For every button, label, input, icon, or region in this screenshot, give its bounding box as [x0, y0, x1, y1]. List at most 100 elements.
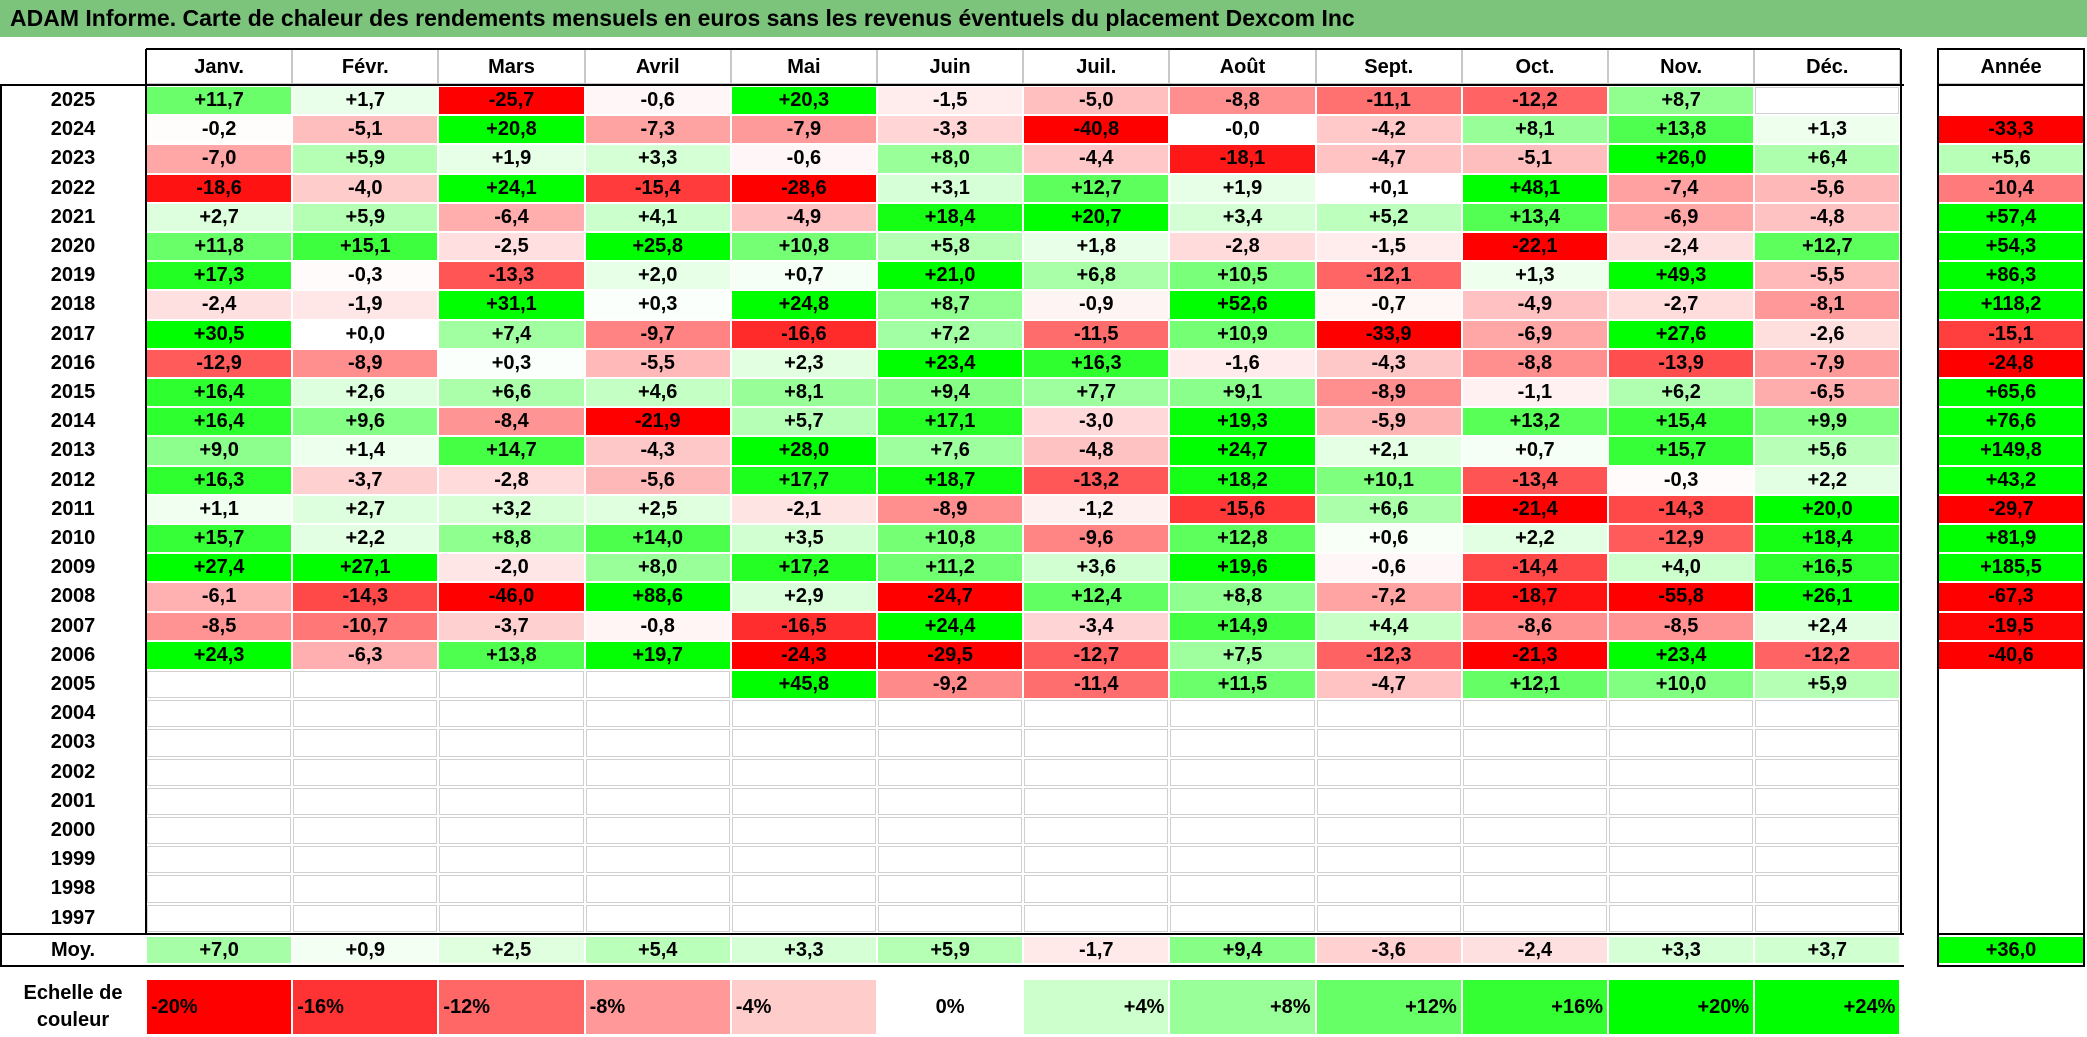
- heatmap-cell: +2,4: [1755, 612, 1900, 640]
- heatmap-cell: -21,3: [1462, 641, 1607, 669]
- month-header: Déc.: [1754, 49, 1901, 84]
- heatmap-cell: -12,2: [1462, 87, 1607, 115]
- heatmap-cell: -14,3: [1609, 495, 1754, 523]
- heatmap-cell: +6,8: [1024, 262, 1169, 290]
- heatmap-cell: +7,2: [878, 320, 1023, 348]
- heatmap-cell: +1,4: [293, 437, 438, 465]
- year-label: 2004: [50, 702, 96, 725]
- heatmap-cell: +16,5: [1755, 554, 1900, 582]
- annual-cell: +149,8: [1939, 437, 2083, 465]
- year-label: 2007: [50, 614, 96, 637]
- heatmap-cell: -3,7: [293, 466, 438, 494]
- month-header: Mai: [730, 49, 877, 84]
- heatmap-cell: +4,1: [585, 203, 730, 231]
- heatmap-cell: +8,1: [1462, 116, 1607, 144]
- heatmap-cell: +0,1: [1316, 174, 1461, 202]
- heatmap-cell: +5,8: [878, 233, 1023, 261]
- heatmap-cell: -1,2: [1024, 495, 1169, 523]
- annual-cell: -24,8: [1939, 349, 2083, 377]
- annual-cell: +118,2: [1939, 291, 2083, 319]
- heatmap-cell: +13,8: [439, 641, 584, 669]
- heatmap-cell: -6,1: [147, 583, 292, 611]
- heatmap-cell: -0,6: [731, 145, 876, 173]
- month-header: Oct.: [1461, 49, 1608, 84]
- heatmap-cell: -0,9: [1024, 291, 1169, 319]
- heatmap-cell: -6,5: [1755, 379, 1900, 407]
- heatmap-cell: +18,7: [878, 466, 1023, 494]
- heatmap-cell: +3,1: [878, 174, 1023, 202]
- heatmap-cell: [1024, 787, 1169, 815]
- color-scale-swatch: -8%: [585, 980, 730, 1034]
- heatmap-cell: [439, 671, 584, 699]
- heatmap-cell: +0,7: [731, 262, 876, 290]
- heatmap-cell: -2,0: [439, 554, 584, 582]
- year-label: 2005: [50, 673, 96, 695]
- annual-cell: -67,3: [1939, 583, 2083, 611]
- heatmap-cell: [1316, 729, 1461, 757]
- grid-frame-top: [0, 84, 1904, 86]
- heatmap-cell: [731, 700, 876, 728]
- color-scale-label: Echelle de couleur: [23, 982, 123, 1031]
- heatmap-cell: [1316, 758, 1461, 786]
- heatmap-cell: [1170, 846, 1315, 874]
- heatmap-cell: [585, 846, 730, 874]
- heatmap-cell: -0,6: [1316, 554, 1461, 582]
- heatmap-cell: +30,5: [147, 320, 292, 348]
- heatmap-cell: +88,6: [585, 583, 730, 611]
- heatmap-cell: [878, 758, 1023, 786]
- heatmap-cell: [1609, 904, 1754, 932]
- heatmap-cell: [439, 846, 584, 874]
- annual-cell: +65,6: [1939, 379, 2083, 407]
- heatmap-cell: [585, 875, 730, 903]
- heatmap-cell: +1,9: [439, 145, 584, 173]
- heatmap-cell: -12,7: [1024, 641, 1169, 669]
- heatmap-cell: -5,1: [1462, 145, 1607, 173]
- heatmap-cell: +13,4: [1462, 203, 1607, 231]
- heatmap-cell: -9,2: [878, 671, 1023, 699]
- heatmap-cell: +5,9: [293, 203, 438, 231]
- heatmap-cell: +1,7: [293, 87, 438, 115]
- heatmap-cell: [1755, 87, 1900, 115]
- heatmap-cell: +20,0: [1755, 495, 1900, 523]
- heatmap-cell: [1609, 787, 1754, 815]
- heatmap-cell: [878, 700, 1023, 728]
- heatmap-cell: -16,6: [731, 320, 876, 348]
- heatmap-cell: -8,8: [1170, 87, 1315, 115]
- heatmap-cell: [878, 729, 1023, 757]
- heatmap-cell: [147, 904, 292, 932]
- heatmap-cell: [1462, 875, 1607, 903]
- heatmap-cell: +20,3: [731, 87, 876, 115]
- color-scale-swatch: +16%: [1462, 980, 1607, 1034]
- heatmap-cell: [293, 846, 438, 874]
- heatmap-cell: -3,0: [1024, 408, 1169, 436]
- heatmap-cell: +16,4: [147, 408, 292, 436]
- heatmap-cell: +10,8: [731, 233, 876, 261]
- heatmap-cell: +1,9: [1170, 174, 1315, 202]
- heatmap-cell: -13,4: [1462, 466, 1607, 494]
- heatmap-cell: -10,7: [293, 612, 438, 640]
- heatmap-cell: [1316, 700, 1461, 728]
- heatmap-cell: -1,1: [1462, 379, 1607, 407]
- heatmap-cell: -21,4: [1462, 495, 1607, 523]
- heatmap-cell: +27,1: [293, 554, 438, 582]
- heatmap-cell: +15,1: [293, 233, 438, 261]
- heatmap-cell: +16,3: [147, 466, 292, 494]
- heatmap-cell: -4,3: [1316, 349, 1461, 377]
- grid-frame-outer-left: [0, 84, 2, 965]
- annual-cell: -19,5: [1939, 612, 2083, 640]
- heatmap-cell: -7,0: [147, 145, 292, 173]
- heatmap-cell: -2,7: [1609, 291, 1754, 319]
- heatmap-cell: +25,8: [585, 233, 730, 261]
- heatmap-cell: +9,4: [878, 379, 1023, 407]
- heatmap-cell: -14,3: [293, 583, 438, 611]
- heatmap-cell: +12,8: [1170, 525, 1315, 553]
- heatmap-cell: +26,0: [1609, 145, 1754, 173]
- heatmap-cell: [1462, 700, 1607, 728]
- heatmap-cell: +3,5: [731, 525, 876, 553]
- heatmap-cell: -12,9: [1609, 525, 1754, 553]
- heatmap-cell: +0,7: [1462, 437, 1607, 465]
- heatmap-cell: +9,9: [1755, 408, 1900, 436]
- annual-cell: +54,3: [1939, 233, 2083, 261]
- heatmap-cell: +2,2: [293, 525, 438, 553]
- heatmap-cell: [439, 875, 584, 903]
